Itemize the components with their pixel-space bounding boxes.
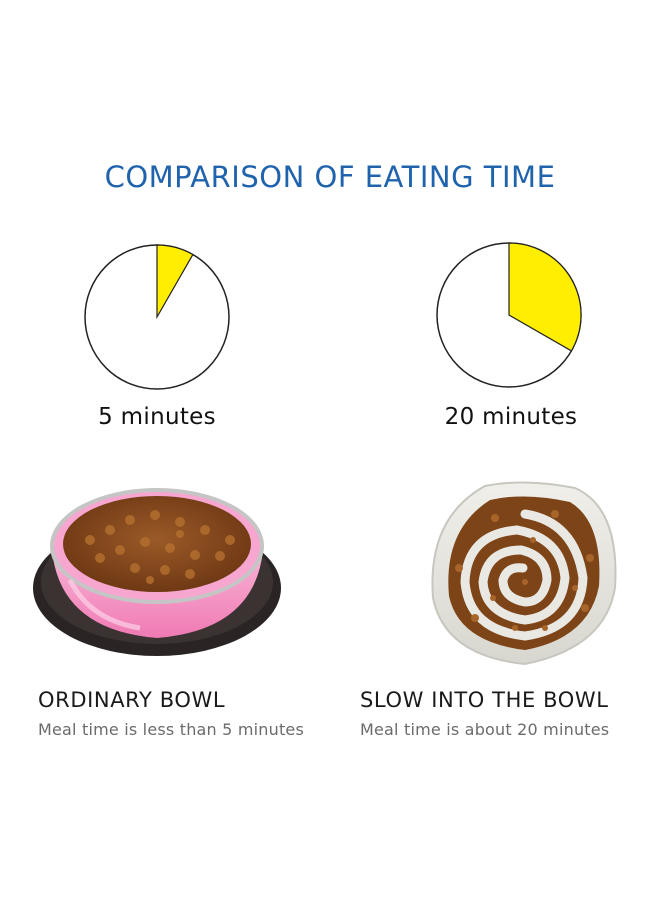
pie-chart-5-minutes bbox=[84, 244, 230, 390]
pie-chart-20-minutes bbox=[436, 242, 582, 388]
time-label-left: 5 minutes bbox=[98, 404, 216, 430]
pink-bowl-image bbox=[33, 488, 281, 656]
pie-slice bbox=[508, 242, 582, 352]
slow-feeder-bowl-image bbox=[431, 481, 617, 666]
ordinary-bowl-description: Meal time is less than 5 minutes bbox=[38, 720, 305, 739]
slow-bowl-heading: SLOW INTO THE BOWL bbox=[360, 688, 609, 712]
pie-slice bbox=[156, 244, 194, 320]
slow-bowl-description: Meal time is about 20 minutes bbox=[360, 720, 610, 739]
time-label-right: 20 minutes bbox=[444, 404, 578, 430]
ordinary-bowl-heading: ORDINARY BOWL bbox=[38, 688, 226, 712]
page-title: COMPARISON OF EATING TIME bbox=[104, 160, 556, 194]
